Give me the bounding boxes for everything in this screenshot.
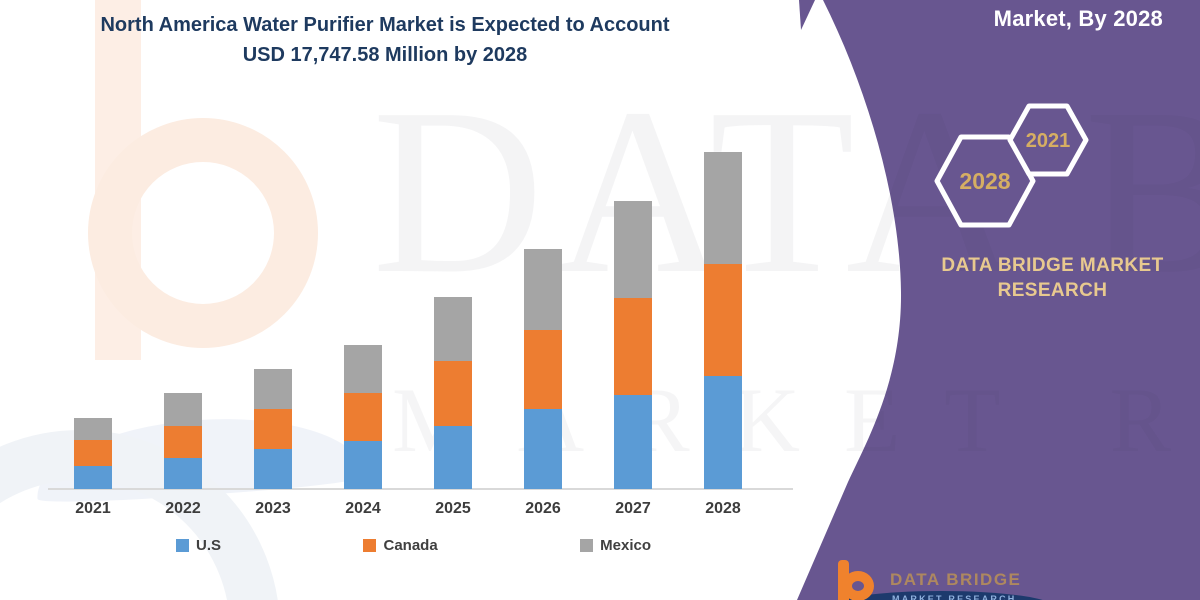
bar-segment-mexico-2024 bbox=[344, 345, 382, 393]
bar-segment-canada-2028 bbox=[704, 264, 742, 376]
hexagon-2021-label: 2021 bbox=[1026, 130, 1071, 152]
bar-segment-u-s-2024 bbox=[344, 441, 382, 489]
legend: U.S Canada Mexico bbox=[176, 537, 651, 554]
x-axis-label-2025: 2025 bbox=[435, 500, 471, 517]
bar-segment-canada-2021 bbox=[74, 440, 112, 466]
footer-logo-swoosh bbox=[828, 591, 1054, 600]
x-axis-label-2021: 2021 bbox=[75, 500, 111, 517]
bar-segment-canada-2027 bbox=[614, 298, 652, 395]
bar-segment-u-s-2028 bbox=[704, 376, 742, 489]
footer-logo-wordmark: DATA BRIDGE bbox=[890, 570, 1022, 589]
chart-bar-2022 bbox=[164, 393, 202, 489]
bar-segment-canada-2026 bbox=[524, 330, 562, 409]
bar-segment-mexico-2023 bbox=[254, 369, 292, 409]
chart-title-line2: USD 17,747.58 Million by 2028 bbox=[242, 44, 528, 66]
chart-bar-2021 bbox=[74, 418, 112, 489]
bar-segment-mexico-2025 bbox=[434, 297, 472, 361]
brand-text-line1: DATA BRIDGE MARKET bbox=[941, 255, 1164, 276]
chart-title-line1: North America Water Purifier Market is E… bbox=[100, 14, 670, 36]
legend-swatch-u-s bbox=[176, 539, 189, 552]
panel-heading: Market, By 2028 bbox=[993, 6, 1163, 31]
x-axis-label-2026: 2026 bbox=[525, 500, 561, 517]
hexagons: 2028 2021 bbox=[934, 103, 1089, 228]
footer-logo-tagline: MARKET RESEARCH bbox=[892, 594, 1017, 600]
x-axis-label-2023: 2023 bbox=[255, 500, 291, 517]
bar-segment-u-s-2023 bbox=[254, 449, 292, 489]
chart-bar-2023 bbox=[254, 369, 292, 489]
legend-label-canada: Canada bbox=[383, 537, 438, 554]
bar-segment-canada-2024 bbox=[344, 393, 382, 441]
side-panel-sliver bbox=[799, 0, 815, 30]
legend-item-mexico: Mexico bbox=[580, 537, 651, 554]
x-axis-line bbox=[48, 488, 793, 490]
bar-segment-mexico-2021 bbox=[74, 418, 112, 440]
hexagon-2028 bbox=[934, 134, 1036, 228]
chart-bar-2028 bbox=[704, 152, 742, 489]
chart-title: North America Water Purifier Market is E… bbox=[30, 10, 740, 70]
bar-segment-canada-2025 bbox=[434, 361, 472, 426]
legend-item-u-s: U.S bbox=[176, 537, 221, 554]
x-axis-label-2027: 2027 bbox=[615, 500, 651, 517]
bar-segment-u-s-2025 bbox=[434, 426, 472, 489]
bar-segment-u-s-2021 bbox=[74, 466, 112, 489]
bar-segment-u-s-2022 bbox=[164, 458, 202, 489]
bar-segment-mexico-2026 bbox=[524, 249, 562, 330]
bar-segment-u-s-2027 bbox=[614, 395, 652, 489]
plot-area: 2021 2022 2023 2024 2025 2026 2027 2028 bbox=[48, 152, 793, 517]
bar-segment-u-s-2026 bbox=[524, 409, 562, 489]
bar-segment-canada-2022 bbox=[164, 426, 202, 458]
bar-segment-mexico-2028 bbox=[704, 152, 742, 264]
footer-logo-b-bowl bbox=[842, 571, 874, 600]
side-panel-shape bbox=[797, 0, 1200, 600]
brand-text: DATA BRIDGE MARKET RESEARCH bbox=[920, 253, 1185, 303]
bar-segment-canada-2023 bbox=[254, 409, 292, 449]
x-axis-label-2028: 2028 bbox=[705, 500, 741, 517]
hexagon-2028-label: 2028 bbox=[959, 168, 1010, 194]
side-panel-background bbox=[797, 0, 1200, 600]
bar-segment-mexico-2022 bbox=[164, 393, 202, 426]
legend-swatch-canada bbox=[363, 539, 377, 552]
chart-bar-2026 bbox=[524, 249, 562, 489]
hexagon-2021 bbox=[1007, 103, 1089, 177]
brand-text-line2: RESEARCH bbox=[997, 280, 1108, 301]
legend-item-canada: Canada bbox=[363, 537, 438, 554]
legend-swatch-mexico bbox=[580, 539, 594, 552]
chart-bar-2025 bbox=[434, 297, 472, 489]
chart-bar-2024 bbox=[344, 345, 382, 489]
chart-bar-2027 bbox=[614, 201, 652, 489]
bar-segment-mexico-2027 bbox=[614, 201, 652, 298]
x-axis-label-2024: 2024 bbox=[345, 500, 381, 517]
legend-label-mexico: Mexico bbox=[600, 537, 651, 554]
footer-logo: DATA BRIDGE MARKET RESEARCH bbox=[828, 558, 1068, 600]
legend-label-u-s: U.S bbox=[196, 537, 222, 554]
x-axis-label-2022: 2022 bbox=[165, 500, 201, 517]
